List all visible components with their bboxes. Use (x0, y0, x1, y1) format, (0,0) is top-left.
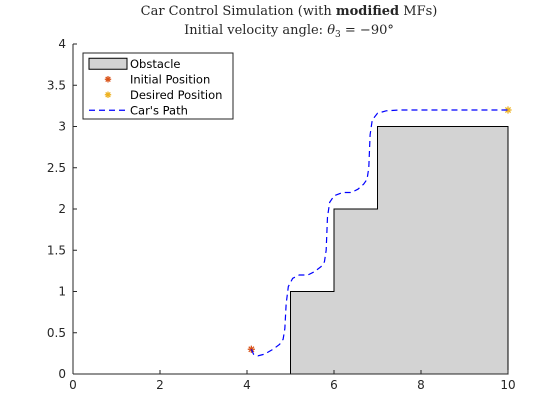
x-tick-label: 4 (243, 378, 251, 392)
legend-label: Desired Position (130, 88, 222, 102)
x-tick-label: 8 (417, 378, 425, 392)
y-tick-label: 3 (58, 120, 66, 134)
axes-layer: 0 2 4 6 8 10 0 0.5 1 1.5 2 2.5 3 3.5 4 (47, 37, 516, 392)
x-tick-label: 2 (156, 378, 164, 392)
legend-label: Obstacle (130, 57, 181, 71)
obstacle-polygon (290, 126, 509, 375)
y-tick-label: 1.5 (47, 243, 66, 257)
y-tick-label: 3.5 (47, 78, 66, 92)
legend-entry-car-s-path: Car's Path (89, 103, 188, 117)
legend-swatch (104, 76, 112, 83)
legend-entry-obstacle: Obstacle (88, 57, 181, 71)
y-tick-label: 4 (58, 37, 66, 51)
chart-subtitle: Initial velocity angle: θ3 = −90° (184, 23, 394, 40)
y-tick-label: 0.5 (47, 326, 66, 340)
legend-swatch (104, 91, 112, 98)
y-tick-label: 0 (58, 367, 66, 381)
legend-swatch-stroke (105, 91, 111, 98)
y-tick-label: 1 (58, 285, 66, 299)
x-tick-label: 0 (69, 378, 77, 392)
legend-swatch-stroke (105, 76, 111, 83)
series-layer (247, 106, 512, 375)
legend-entry-desired-position: Desired Position (104, 88, 222, 102)
legend-entry-initial-position: Initial Position (104, 72, 210, 86)
chart-title: Car Control Simulation (with modified MF… (141, 4, 438, 19)
car-path-line (250, 109, 508, 357)
desired-position-marker (504, 106, 512, 114)
legend-label: Initial Position (130, 72, 210, 86)
desired-position-marker-stroke (504, 106, 512, 114)
legend-label: Car's Path (130, 103, 188, 117)
y-tick-label: 2 (58, 202, 66, 216)
legend-swatch (88, 57, 128, 70)
x-tick-label: 10 (500, 378, 515, 392)
y-tick-label: 2.5 (47, 161, 66, 175)
x-tick-label: 6 (330, 378, 338, 392)
